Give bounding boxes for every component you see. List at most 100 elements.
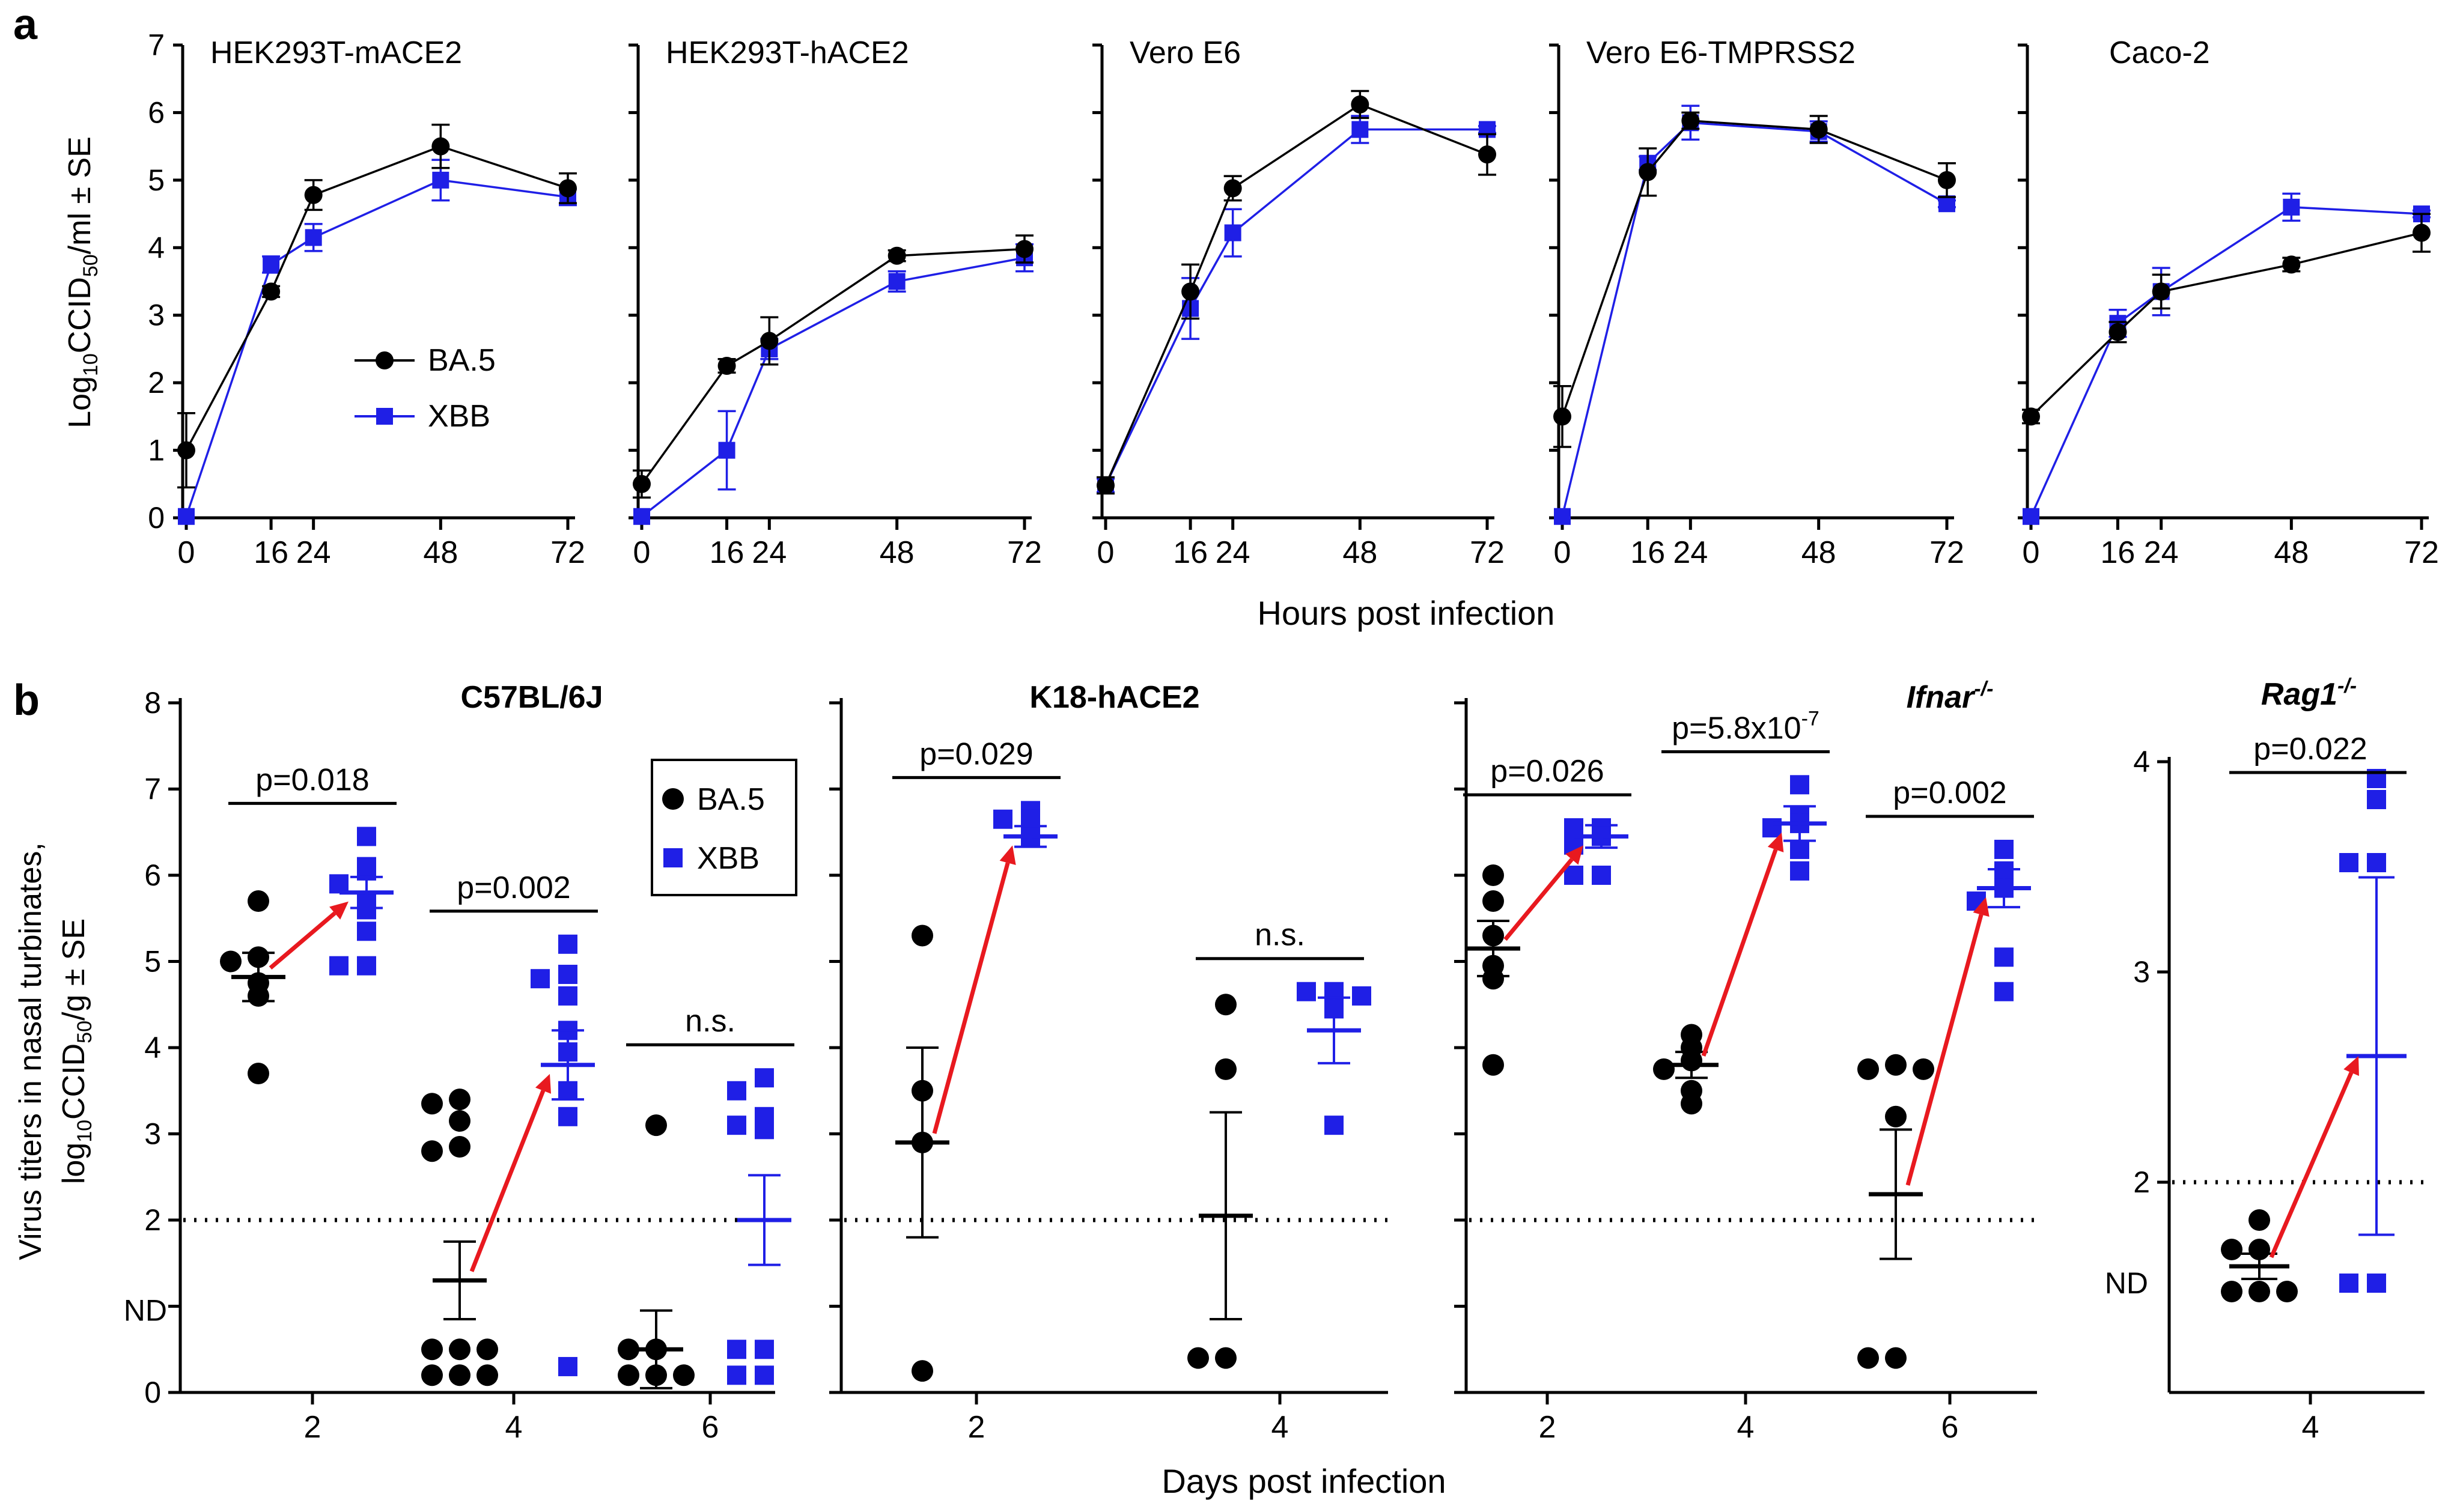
ba5-point [248, 1063, 269, 1085]
ba5-point [1015, 240, 1034, 258]
ba5-point [1913, 1058, 1934, 1080]
panel-b-y-axis-label-line1: Virus titers in nasal turbinates, [13, 842, 48, 1260]
ba5-point [1885, 1105, 1907, 1128]
x-tick-label: 72 [550, 535, 585, 570]
panel-title-text: Ifnar [1907, 680, 1976, 715]
legend-label-ba5: BA.5 [428, 343, 496, 378]
ba5-point [2108, 323, 2127, 341]
legend-label-ba5: BA.5 [697, 782, 765, 817]
ba5-point [449, 1110, 470, 1132]
series-line-ba.5 [1104, 103, 1488, 486]
xbb-point [1790, 775, 1809, 795]
panel-title: HEK293T-mACE2 [210, 35, 462, 70]
ba5-point [1482, 1054, 1504, 1076]
ba5-point [1653, 1058, 1675, 1080]
ba5-point [1482, 968, 1504, 990]
nd-label: ND [124, 1294, 167, 1328]
xbb-point [755, 1340, 774, 1359]
ba5-point [1885, 1347, 1907, 1369]
ba5-point [1351, 95, 1369, 114]
xbb-point [558, 1356, 577, 1376]
xbb-point [888, 273, 906, 290]
ba5-point [1215, 994, 1237, 1016]
y-label-subscript: 10 [73, 1120, 96, 1143]
red-arrow-shaft [1905, 914, 1984, 1186]
x-tick-label: 4 [2302, 1410, 2319, 1445]
ba5-point [633, 475, 651, 493]
panel-title-text: K18-hACE2 [1029, 680, 1199, 715]
ba5-point [177, 441, 195, 460]
red-arrow-head [329, 901, 349, 920]
y-tick-label: 4 [148, 231, 165, 264]
ba5-point [618, 1364, 639, 1386]
x-tick-label: 48 [423, 535, 458, 570]
ba5-point [262, 282, 281, 301]
legend-label-xbb: XBB [697, 841, 760, 876]
panel-title: Vero E6-TMPRSS2 [1586, 35, 1856, 70]
xbb-point [329, 874, 349, 894]
x-tick-label: 48 [1801, 535, 1836, 570]
xbb-point [1994, 947, 2014, 967]
legend-label-xbb: XBB [428, 399, 490, 434]
x-tick-label: 72 [2404, 535, 2439, 570]
y-label-part: /ml ± SE [62, 136, 97, 254]
xbb-point [755, 1365, 774, 1385]
red-arrow-shaft [1701, 849, 1778, 1057]
series-line-ba.5 [185, 145, 568, 451]
xbb-point [993, 809, 1012, 829]
y-tick-label: 8 [144, 686, 161, 720]
panel-title: Vero E6 [1130, 35, 1241, 70]
xbb-point [357, 956, 376, 976]
xbb-point [357, 827, 376, 846]
legend-marker-ba5 [376, 351, 394, 369]
ba5-point [1885, 1054, 1907, 1076]
red-arrow-head [1767, 832, 1784, 852]
panel-b-y-axis-label-line2: log10CCID50/g ± SE [56, 918, 96, 1184]
xbb-point [1564, 866, 1583, 885]
panel-title: Ifnar-/- [1907, 678, 1994, 715]
xbb-point [1762, 818, 1782, 838]
xbb-point [1994, 982, 2014, 1001]
xbb-point [1324, 1116, 1344, 1135]
p-value-label: p=0.026 [1490, 754, 1604, 789]
y-tick-label: 5 [144, 945, 161, 979]
x-tick-label: 4 [1737, 1410, 1755, 1445]
y-tick-label: 7 [148, 28, 165, 62]
panel-title: K18-hACE2 [1029, 680, 1199, 715]
x-tick-label: 4 [505, 1410, 523, 1445]
ba5-point [449, 1088, 470, 1111]
ba5-point [2152, 282, 2170, 301]
ba5-point [760, 332, 779, 350]
ba5-point [421, 1093, 443, 1115]
xbb-point [2339, 853, 2358, 872]
y-tick-label: 0 [144, 1376, 161, 1409]
xbb-point [755, 1068, 774, 1088]
x-tick-label: 0 [1554, 535, 1571, 570]
ba5-point [1215, 1347, 1237, 1369]
xbb-point [727, 1116, 746, 1135]
ba5-point [717, 357, 736, 375]
panel-title-text: Rag1 [2261, 677, 2337, 712]
ba5-point [2022, 407, 2040, 426]
ba5-point [912, 925, 933, 947]
p-value-label: p=0.002 [457, 870, 570, 905]
ba5-point [1938, 171, 1956, 189]
y-tick-label: 3 [144, 1117, 161, 1151]
ba5-point [1181, 282, 1200, 301]
x-tick-label: 16 [2101, 535, 2136, 570]
xbb-point [1297, 982, 1316, 1001]
xbb-point [755, 1120, 774, 1140]
y-label-part: log [56, 1143, 91, 1184]
y-tick-label: 2 [144, 1203, 161, 1237]
ba5-point [449, 1338, 470, 1361]
ba5-point [1639, 163, 1657, 181]
x-tick-label: 2 [1539, 1410, 1556, 1445]
panel-b-letter: b [13, 676, 40, 724]
y-tick-label: 6 [144, 858, 161, 892]
ba5-point [2413, 223, 2431, 242]
xbb-point [558, 1107, 577, 1126]
ba5-point [220, 950, 242, 973]
x-tick-label: 2 [968, 1410, 985, 1445]
xbb-point [718, 442, 735, 459]
y-tick-label: 7 [144, 773, 161, 806]
